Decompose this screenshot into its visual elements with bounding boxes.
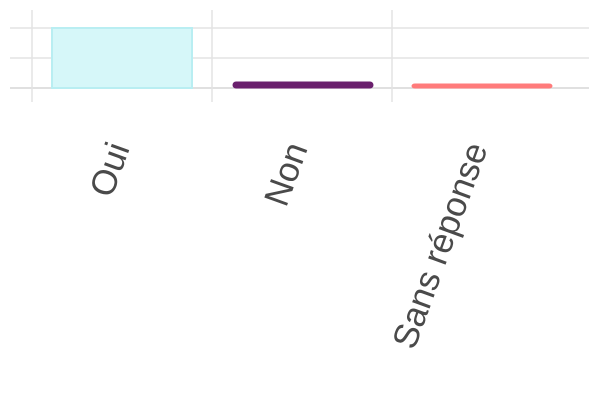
x-axis-tick-labels: Oui Non Sans réponse [82, 137, 495, 353]
x-tick-label-sans-reponse: Sans réponse [385, 137, 496, 353]
bar-oui [51, 27, 193, 89]
bar-sans-réponse [411, 83, 553, 89]
bars [51, 27, 553, 89]
x-tick-label-oui: Oui [82, 137, 137, 202]
x-tick-label-non: Non [257, 137, 316, 211]
bar-non [232, 81, 374, 89]
